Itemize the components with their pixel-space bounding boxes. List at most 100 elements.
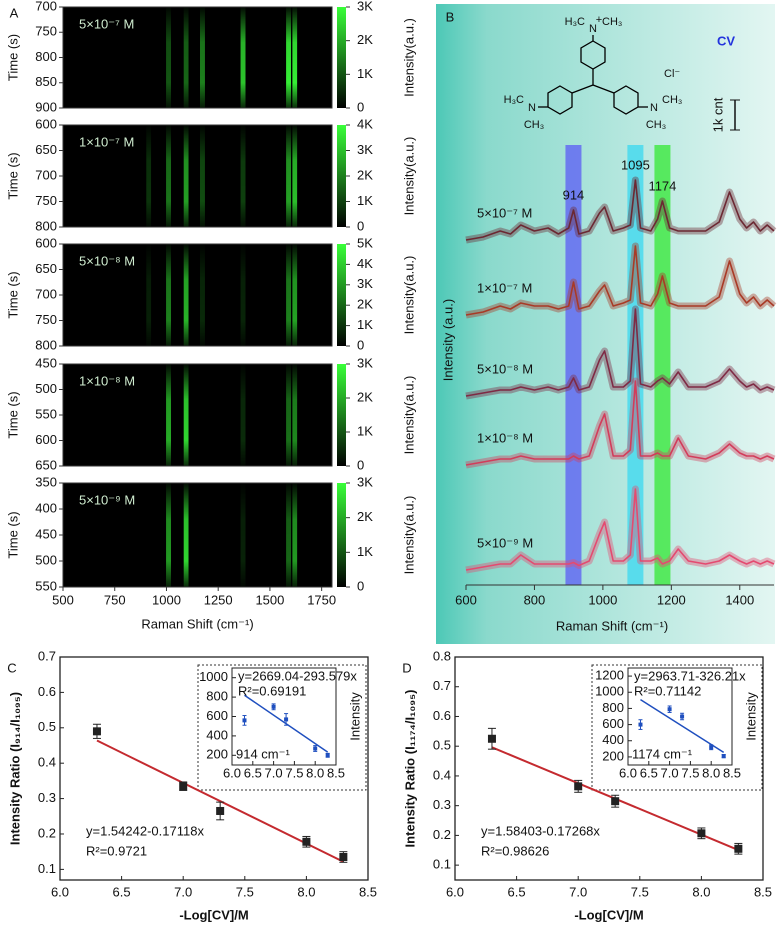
streak	[199, 244, 205, 346]
x-tick-label: 8.5	[327, 765, 345, 780]
x-tick-label: 8.0	[306, 765, 324, 780]
data-point	[709, 745, 714, 750]
x-tick-label: 1250	[204, 592, 233, 607]
streak	[292, 364, 298, 466]
y-tick-label: 600	[35, 432, 57, 447]
y-tick-label: 600	[35, 235, 57, 250]
streak	[199, 7, 205, 108]
panel-b-background	[436, 4, 775, 644]
streak	[286, 483, 292, 587]
y-tick-label: 400	[206, 727, 228, 742]
streak	[199, 125, 205, 227]
data-point	[487, 734, 496, 743]
streak	[240, 244, 246, 346]
fit-r2: R²=0.71142	[634, 683, 701, 698]
y-tick-label: 550	[35, 406, 57, 421]
panel-letter: A	[10, 5, 19, 20]
spectrum-line	[465, 488, 775, 571]
streak	[166, 483, 172, 587]
y-tick-label: 650	[35, 142, 57, 157]
x-tick-label: 8.0	[297, 884, 315, 899]
y-tick-label: 800	[35, 337, 57, 352]
highlight-label: 914	[563, 187, 585, 202]
colorbar-tick-label: 1K	[357, 66, 373, 81]
x-axis-label: Raman Shift (cm⁻¹)	[141, 616, 253, 631]
x-tick-label: 7.0	[265, 765, 283, 780]
streak	[240, 364, 246, 466]
colorbar-tick-label: 1K	[357, 193, 373, 208]
colorbar-tick-label: 0	[357, 218, 364, 233]
fit-equation: y=1.58403-0.17268x	[481, 823, 600, 838]
y-tick-label: 850	[35, 74, 57, 89]
spectrum-line	[465, 179, 775, 241]
data-point	[574, 782, 583, 791]
y-tick-label: 1000	[199, 669, 228, 684]
colorbar-tick-label: 0	[357, 578, 364, 593]
x-tick-label: 1400	[725, 592, 754, 607]
x-tick-label: 500	[52, 592, 74, 607]
data-point	[271, 704, 276, 709]
x-tick-label: 8.0	[692, 884, 710, 899]
colorbar-tick-label: 0	[357, 99, 364, 114]
y-tick-label: 0.2	[38, 825, 56, 840]
y-tick-label: 800	[206, 689, 228, 704]
y-tick-label: 0.2	[433, 827, 451, 842]
panel-letter: B	[446, 9, 455, 24]
x-axis-label: -Log[CV]/M	[574, 907, 643, 922]
x-tick-label: 800	[524, 592, 546, 607]
x-tick-label: 6.5	[508, 884, 526, 899]
y-tick-label: 650	[35, 261, 57, 276]
y-tick-label: 0.5	[433, 738, 451, 753]
y-tick-label: 550	[35, 578, 57, 593]
concentration-label: 5×10⁻⁷ M	[79, 16, 134, 31]
y-tick-label: 0.6	[38, 684, 56, 699]
colorbar-tick-label: 2K	[357, 297, 373, 312]
streak	[286, 244, 292, 346]
y-axis-label: Time (s)	[5, 34, 20, 81]
x-axis-label: Raman Shift (cm⁻¹)	[556, 618, 668, 633]
highlight-band	[565, 145, 582, 585]
y-tick-label: 500	[35, 552, 57, 567]
y-tick-label: 800	[35, 49, 57, 64]
x-tick-label: 8.5	[359, 884, 377, 899]
streak	[292, 7, 298, 108]
data-point	[313, 746, 318, 751]
y-axis-label: Intensity Ratio (I₁₁₇₄/I₁₀₉₅)	[402, 690, 417, 848]
y-tick-label: 1000	[595, 684, 624, 699]
y-axis-label: Time (s)	[5, 271, 20, 318]
atom-label: H₃C	[565, 16, 585, 28]
atom-label: N	[589, 23, 597, 35]
colorbar	[337, 244, 346, 346]
y-tick-label: 600	[35, 116, 57, 131]
x-tick-label: 1000	[152, 592, 181, 607]
streak	[146, 125, 152, 227]
band-note: 1174 cm⁻¹	[632, 746, 693, 761]
data-point	[92, 727, 101, 736]
y-tick-label: 0.7	[433, 678, 451, 693]
data-point	[325, 753, 330, 758]
y-tick-label: 700	[35, 167, 57, 182]
highlight-band	[654, 145, 671, 585]
colorbar-tick-label: 3K	[357, 142, 373, 157]
y-tick-label: 700	[35, 286, 57, 301]
y-tick-label: 200	[206, 747, 228, 762]
concentration-label: 1×10⁻⁸ M	[79, 373, 135, 388]
streak	[166, 244, 172, 346]
x-tick-label: 7.5	[681, 765, 699, 780]
y-tick-label: 600	[206, 708, 228, 723]
colorbar-tick-label: 0	[357, 457, 364, 472]
y-tick-label: 0.4	[38, 755, 56, 770]
colorbar-tick-label: 2K	[357, 32, 373, 47]
atom-label: CH₃	[662, 94, 682, 106]
panel-letter: D	[402, 660, 411, 675]
streak	[286, 7, 292, 108]
colorbar-label: Intensity(a.u.)	[401, 376, 416, 455]
colorbar-tick-label: 3K	[357, 276, 373, 291]
data-point	[667, 707, 672, 712]
x-tick-label: 6.5	[640, 765, 658, 780]
data-point	[216, 806, 225, 815]
spectrum-line	[465, 308, 775, 397]
y-tick-label: 500	[35, 381, 57, 396]
streak	[183, 483, 189, 587]
x-tick-label: 6.0	[619, 765, 637, 780]
